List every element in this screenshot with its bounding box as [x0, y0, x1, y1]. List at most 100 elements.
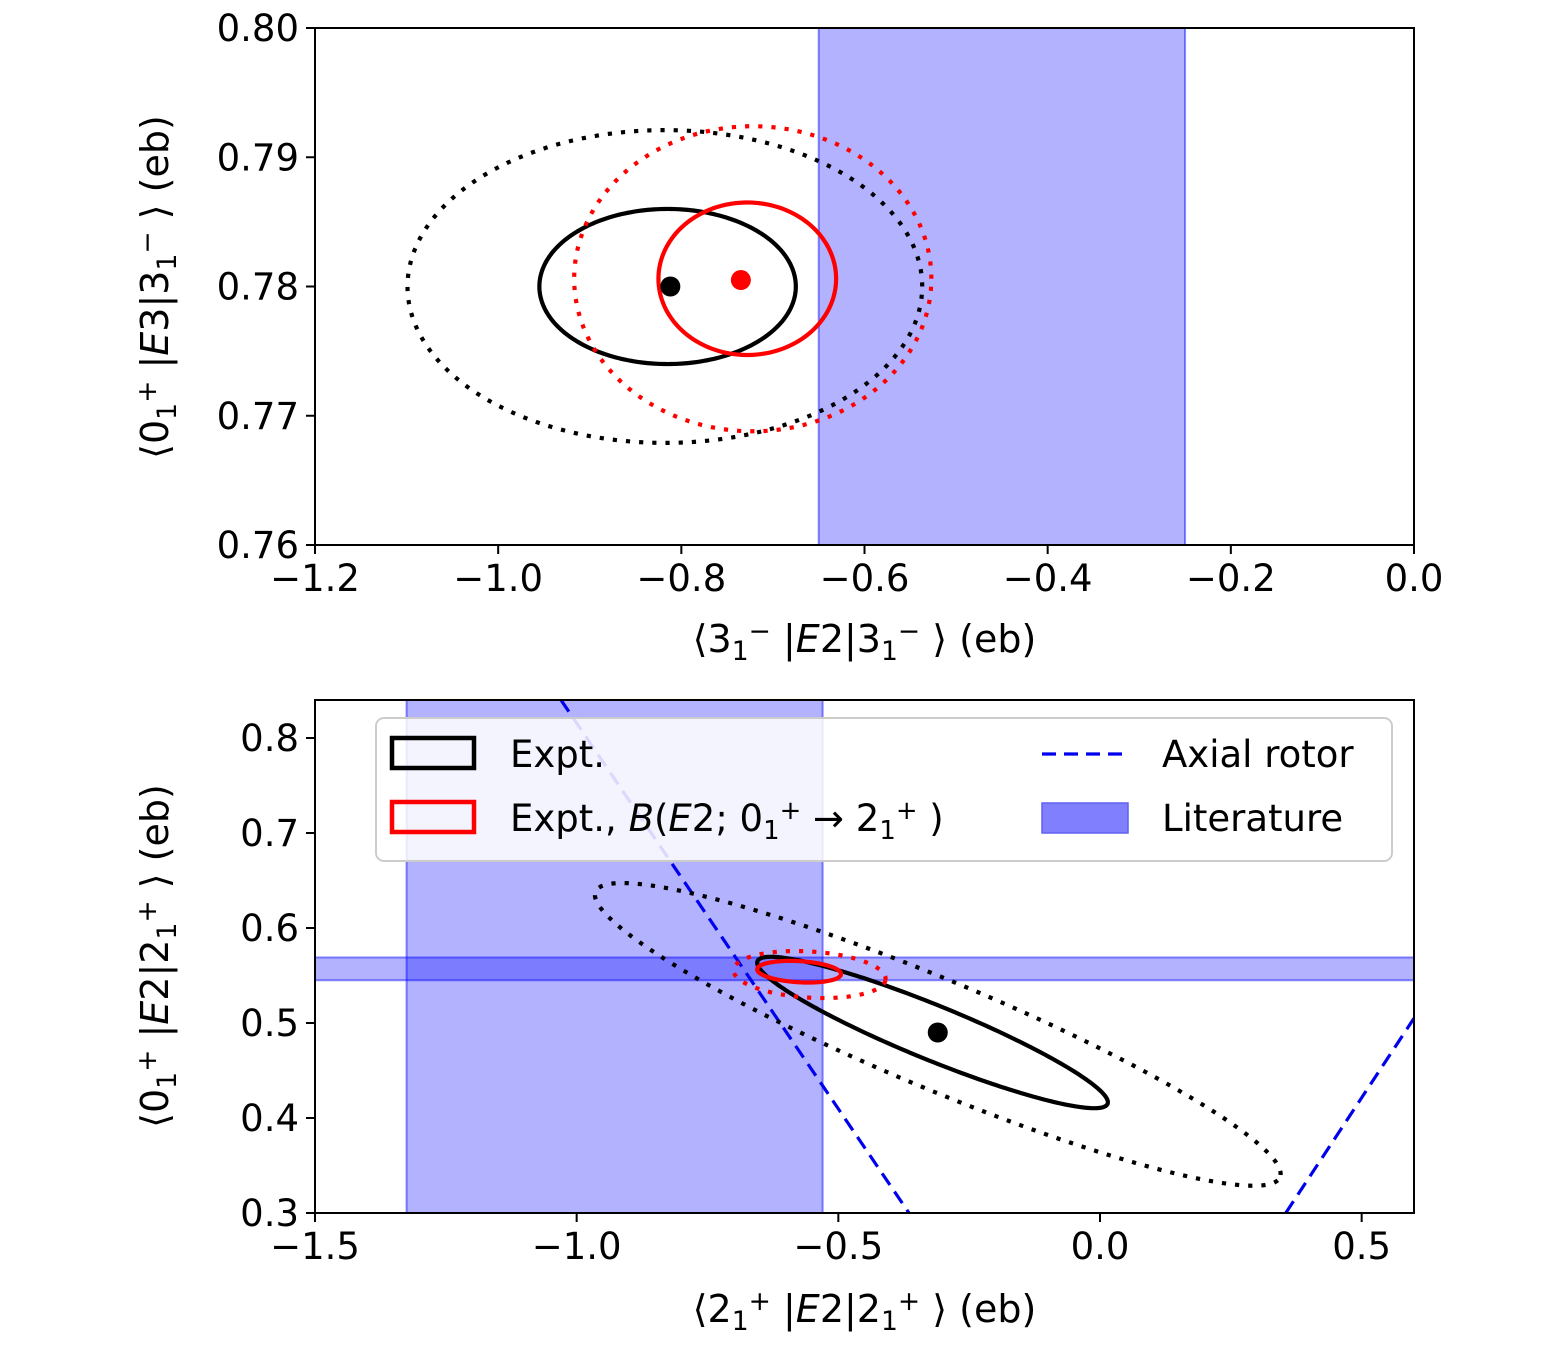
- best-fit-point: [730, 270, 751, 291]
- label-part: |: [133, 356, 178, 381]
- confidence-ellipse-1sigma: [656, 200, 839, 358]
- label-part: ): [918, 797, 944, 840]
- legend-item: Expt., B(E2; 01+ → 21+ ): [389, 796, 944, 846]
- x-tick-label: −0.2: [1186, 557, 1276, 600]
- confidence-ellipse-1sigma: [755, 958, 844, 985]
- y-tick-label: 0.77: [217, 395, 299, 438]
- top-chart-panel: −1.2 −1.0 −0.8 −0.6 −0.4 −0.2 0.0 0.76 0.77 0.78 0…: [132, 7, 1444, 667]
- label-part: ⟩ (eb): [133, 784, 177, 900]
- label-part: Axial rotor: [1162, 733, 1354, 776]
- x-axis-label: ⟨21+ |E2|21+ ⟩ (eb): [693, 1286, 1037, 1337]
- label-part: |: [771, 1287, 796, 1332]
- label-part: 1: [763, 816, 779, 846]
- label-part: 2; 0: [692, 797, 763, 840]
- label-part: Expt.: [510, 733, 605, 776]
- label-part: 1: [879, 816, 895, 846]
- confidence-ellipse-2sigma: [572, 124, 934, 434]
- label-part: +: [780, 796, 802, 826]
- label-part: 1: [732, 636, 749, 667]
- confidence-ellipse-2sigma: [731, 948, 888, 1001]
- x-tick-label: −0.4: [1003, 557, 1093, 600]
- y-tick-label: 0.8: [240, 717, 299, 760]
- label-part: |: [133, 1025, 178, 1050]
- label-part: E: [133, 1001, 177, 1025]
- y-tick-label: 0.3: [240, 1192, 299, 1235]
- label-part: 1: [152, 403, 183, 420]
- label-part: ⟨0: [133, 1089, 177, 1128]
- label-part: (: [654, 797, 668, 840]
- label-part: ⟩ (eb): [920, 617, 1036, 661]
- label-part: 2|3: [820, 617, 881, 662]
- y-tick-label: 0.4: [240, 1097, 299, 1140]
- axes-frame: [314, 699, 1415, 1214]
- label-part: ⟨3: [693, 617, 732, 661]
- label-part: B: [629, 797, 654, 840]
- confidence-ellipse-2sigma: [405, 128, 925, 445]
- label-part: Literature: [1162, 797, 1343, 840]
- label-part: +: [898, 1286, 920, 1317]
- x-tick-label: −1.5: [270, 1225, 360, 1268]
- plot-area: [405, 28, 1187, 545]
- legend: Expt. Expt., B(E2; 01+ → 21+ ) Axial rotor…: [375, 717, 1393, 862]
- label-part: −: [749, 616, 771, 647]
- legend-item: Expt.: [389, 733, 605, 776]
- label-part: ⟨0: [133, 420, 177, 459]
- legend-item: Literature: [1041, 797, 1343, 840]
- legend-box: [375, 717, 1393, 862]
- y-tick-label: 0.5: [240, 1002, 299, 1045]
- legend-label: Expt.: [510, 733, 605, 776]
- label-part: E: [133, 332, 177, 356]
- x-tick-label: −0.5: [793, 1225, 883, 1268]
- best-fit-point: [927, 1022, 948, 1043]
- legend-label: Axial rotor: [1162, 733, 1354, 776]
- label-part: 2|2: [133, 940, 178, 1001]
- label-part: 1: [152, 923, 183, 940]
- legend-label: Literature: [1162, 797, 1343, 840]
- literature-band: [817, 28, 1187, 545]
- axial-rotor-line: [1284, 1017, 1414, 1213]
- label-part: +: [749, 1286, 771, 1317]
- y-tick-label: 0.79: [217, 136, 299, 179]
- label-part: −: [132, 231, 163, 253]
- label-part: +: [132, 1050, 163, 1072]
- legend-item: Axial rotor: [1042, 733, 1354, 776]
- label-part: +: [132, 900, 163, 922]
- bottom-chart-panel: −1.5 −1.0 −0.5 0.0 0.50.30.40.50.60.70.8⟨21+…: [132, 699, 1415, 1337]
- legend-swatch: [1041, 802, 1129, 834]
- y-tick-label: 0.7: [240, 812, 299, 855]
- x-tick-label: 0.0: [1385, 557, 1444, 600]
- y-tick-label: 0.80: [217, 7, 299, 50]
- label-part: 1: [732, 1306, 749, 1337]
- best-fit-point: [660, 276, 681, 297]
- label-part: 3|3: [133, 271, 178, 332]
- confidence-ellipse-1sigma: [755, 954, 1110, 1111]
- x-tick-label: −0.8: [636, 557, 726, 600]
- x-axis-label: ⟨31− |E2|31− ⟩ (eb): [693, 616, 1037, 667]
- label-part: E: [796, 1287, 820, 1331]
- label-part: E: [796, 617, 820, 661]
- label-part: 1: [881, 636, 898, 667]
- label-part: ⟨2: [693, 1287, 732, 1331]
- x-tick-label: −1.2: [270, 557, 360, 600]
- label-part: ⟩ (eb): [920, 1287, 1036, 1331]
- label-part: −: [898, 616, 920, 647]
- label-part: |: [771, 617, 796, 662]
- legend-swatch: [389, 735, 477, 771]
- y-axis-label: ⟨01+ |E2|21+ ⟩ (eb): [132, 784, 183, 1128]
- x-tick-label: −1.0: [532, 1225, 622, 1268]
- y-tick-label: 0.6: [240, 907, 299, 950]
- legend-swatch: [389, 799, 477, 835]
- label-part: +: [896, 796, 918, 826]
- x-tick-label: 0.0: [1071, 1225, 1130, 1268]
- label-part: 1: [152, 1072, 183, 1089]
- label-part: +: [132, 381, 163, 403]
- y-axis-label: ⟨01+ |E3|31− ⟩ (eb): [132, 115, 183, 459]
- x-tick-label: −1.0: [453, 557, 543, 600]
- label-part: → 2: [801, 797, 879, 840]
- legend-label: Expt., B(E2; 01+ → 21+ ): [510, 796, 944, 845]
- x-tick-label: 0.5: [1332, 1225, 1391, 1268]
- axial-rotor-line: [559, 700, 911, 1213]
- x-tick-label: −0.6: [820, 557, 910, 600]
- label-part: 1: [881, 1306, 898, 1337]
